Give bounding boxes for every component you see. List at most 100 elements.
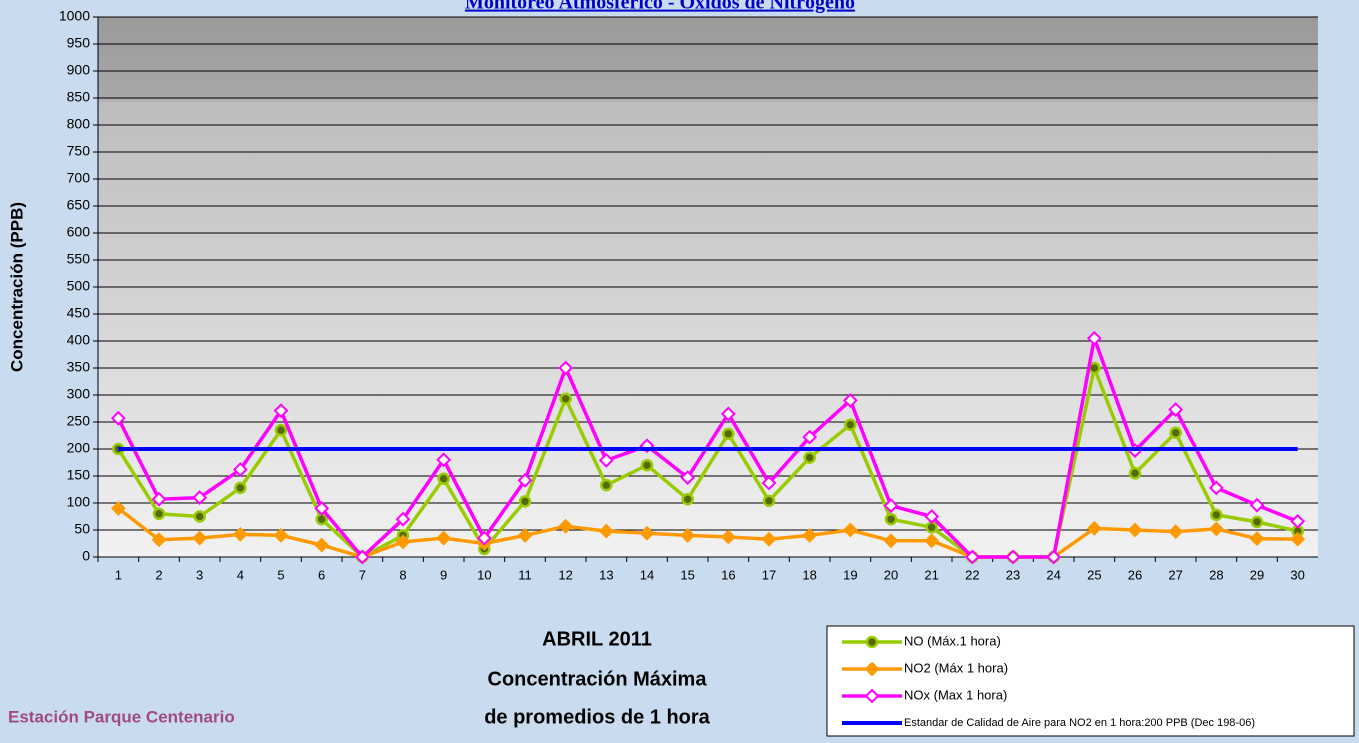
y-tick-label: 350: [67, 359, 91, 375]
data-point: [110, 500, 126, 516]
data-point: [680, 527, 696, 543]
data-point: [1249, 531, 1265, 547]
y-tick-label: 450: [67, 305, 91, 321]
x-tick-label: 3: [196, 567, 203, 582]
legend-label: Estandar de Calidad de Aire para NO2 en …: [904, 717, 1255, 729]
data-point: [924, 509, 940, 524]
y-tick-label: 600: [67, 224, 91, 240]
x-tick-label: 14: [640, 567, 654, 582]
data-point: [274, 423, 288, 437]
x-tick-label: 8: [399, 567, 406, 582]
data-point: [1128, 467, 1142, 480]
x-tick-label: 24: [1046, 567, 1060, 582]
x-tick-label: 17: [762, 567, 776, 582]
data-point: [1086, 520, 1102, 536]
data-point: [1168, 524, 1184, 540]
data-point: [842, 522, 858, 538]
data-point: [273, 403, 289, 419]
y-tick-label: 50: [74, 521, 90, 537]
data-point: [234, 481, 247, 495]
x-tick-label: 22: [965, 567, 979, 582]
data-point: [884, 512, 898, 526]
data-point: [558, 518, 574, 534]
data-point: [436, 452, 452, 468]
x-tick-label: 25: [1087, 567, 1101, 582]
legend-marker: [864, 688, 880, 704]
data-point: [1249, 497, 1265, 513]
series-line: [116, 361, 1299, 560]
x-tick-label: 2: [155, 567, 162, 582]
x-tick-label: 16: [721, 567, 735, 582]
legend-label: NO2 (Máx 1 hora): [904, 660, 1008, 675]
data-point: [1290, 513, 1306, 529]
data-point: [314, 537, 330, 553]
y-tick-label: 100: [67, 494, 91, 510]
data-point: [1046, 549, 1062, 565]
data-point: [762, 494, 776, 508]
data-point: [842, 392, 858, 408]
x-tick-label: 11: [518, 567, 532, 582]
x-tick-label: 19: [843, 567, 857, 582]
data-point: [518, 495, 532, 508]
legend-label: NOx (Max 1 hora): [904, 687, 1007, 702]
data-point: [680, 470, 696, 486]
data-point: [152, 507, 166, 521]
data-point: [232, 526, 248, 542]
y-tick-label: 950: [67, 35, 91, 51]
data-point: [1208, 521, 1224, 537]
y-axis-label: Concentración (PPB): [7, 202, 26, 372]
x-tick-label: 4: [237, 567, 244, 582]
data-point: [598, 452, 614, 468]
y-tick-label: 650: [67, 197, 91, 213]
data-point: [761, 475, 777, 491]
y-tick-label: 700: [67, 170, 91, 186]
x-tick-label: 29: [1250, 567, 1264, 582]
data-point: [722, 427, 735, 441]
x-tick-label: 13: [599, 567, 613, 582]
x-tick-label: 26: [1128, 567, 1142, 582]
y-tick-label: 150: [67, 467, 91, 483]
y-tick-label: 0: [82, 548, 90, 564]
data-point: [476, 530, 492, 546]
data-point: [883, 498, 899, 514]
data-point: [639, 525, 655, 541]
x-tick-label: 20: [884, 567, 898, 582]
data-point: [720, 529, 736, 545]
x-tick-label: 1: [115, 567, 122, 582]
data-point: [193, 510, 206, 523]
x-tick-label: 15: [680, 567, 694, 582]
data-point: [1169, 426, 1182, 440]
data-point: [110, 410, 126, 426]
data-point: [1168, 402, 1184, 417]
data-point: [1086, 330, 1102, 346]
y-tick-label: 800: [67, 116, 91, 132]
x-tick-label: 27: [1168, 567, 1182, 582]
data-point: [395, 534, 411, 550]
data-point: [395, 511, 411, 527]
data-point: [681, 492, 694, 506]
data-point: [354, 549, 370, 565]
x-tick-label: 7: [359, 567, 366, 582]
y-tick-label: 250: [67, 413, 91, 429]
data-point: [720, 406, 736, 422]
y-tick-label: 550: [67, 251, 91, 267]
data-point: [314, 500, 330, 516]
legend-marker: [865, 635, 879, 649]
x-tick-label: 21: [924, 567, 938, 582]
series-line: [116, 331, 1299, 560]
y-tick-label: 500: [67, 278, 91, 294]
x-tick-label: 6: [318, 567, 325, 582]
data-point: [803, 451, 816, 464]
x-tick-label: 10: [477, 567, 491, 582]
legend: [826, 625, 1355, 737]
station-label: Estación Parque Centenario: [8, 707, 235, 726]
data-point: [517, 472, 533, 488]
legend-marker: [864, 661, 880, 677]
data-point: [598, 523, 614, 539]
subtitle: ABRIL 2011: [542, 628, 652, 650]
x-tick-label: 23: [1006, 567, 1020, 582]
data-point: [844, 418, 857, 431]
data-point: [1208, 480, 1224, 496]
y-tick-label: 850: [67, 89, 91, 105]
